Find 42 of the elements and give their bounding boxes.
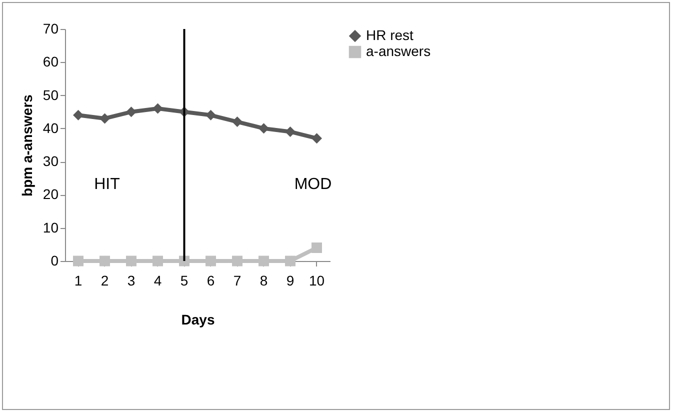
- point: [232, 256, 242, 266]
- y-tick-label: 20: [42, 186, 59, 202]
- point: [285, 256, 296, 266]
- x-tick-label: 1: [74, 272, 82, 288]
- y-tick-label: 30: [42, 153, 59, 170]
- y-tick-label: 0: [50, 252, 59, 268]
- legend-label: HR rest: [366, 27, 414, 43]
- point: [312, 242, 322, 253]
- x-tick-label: 6: [206, 272, 215, 288]
- y-tick-label: 10: [42, 219, 59, 236]
- point: [206, 110, 216, 120]
- point: [312, 133, 322, 144]
- x-tick-label: 2: [100, 272, 109, 288]
- y-tick-label: 70: [42, 20, 59, 36]
- x-tick-label: 3: [127, 272, 136, 288]
- x-axis-title: Days: [181, 312, 215, 328]
- x-tick-label: 5: [180, 272, 188, 288]
- annotation: HIT: [94, 176, 120, 193]
- point: [285, 126, 296, 137]
- y-tick-label: 50: [42, 86, 59, 103]
- point: [152, 256, 163, 266]
- point: [100, 113, 110, 124]
- annotation: MOD: [294, 176, 332, 193]
- point: [152, 103, 163, 114]
- point: [232, 116, 242, 128]
- y-axis-title: bpm a-answers: [18, 94, 35, 196]
- x-tick-label: 4: [154, 272, 162, 288]
- point: [126, 256, 136, 266]
- point: [100, 256, 110, 266]
- point: [258, 123, 269, 134]
- x-tick-label: 8: [260, 272, 268, 288]
- point: [126, 106, 136, 118]
- point: [73, 110, 84, 120]
- x-tick-label: 7: [233, 272, 242, 288]
- x-tick-label: 10: [308, 272, 325, 288]
- point: [258, 256, 269, 266]
- x-tick-label: 9: [286, 272, 294, 288]
- point: [73, 256, 84, 266]
- y-tick-label: 60: [42, 54, 59, 70]
- y-tick-label: 40: [42, 120, 59, 136]
- point: [206, 256, 216, 266]
- legend-label: a-answers: [366, 43, 431, 59]
